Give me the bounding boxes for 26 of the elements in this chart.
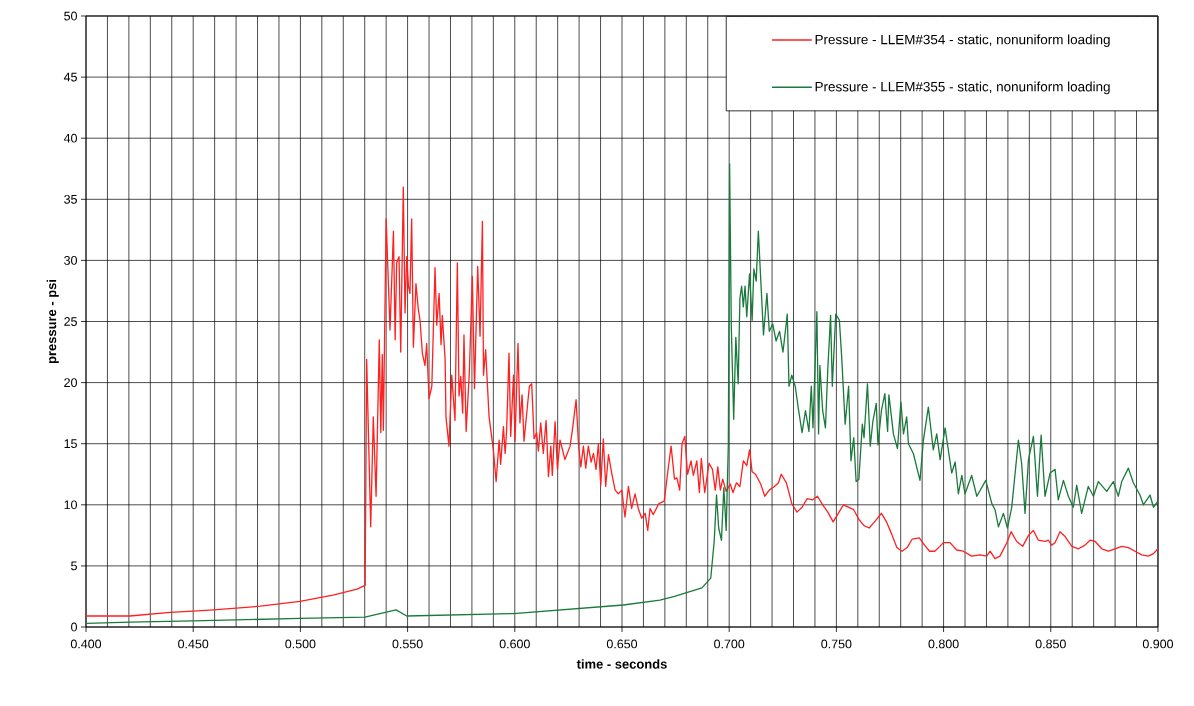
y-tick-label: 0 [71,622,77,632]
y-tick-label: 40 [63,133,77,143]
x-tick-label: 0.850 [1035,639,1066,649]
x-tick-label: 0.900 [1142,639,1174,649]
x-tick-label: 0.800 [928,639,959,649]
y-tick-label: 10 [64,500,77,510]
y-tick-label: 50 [64,11,77,21]
x-tick-label: 0.600 [499,639,530,649]
x-tick-label: 0.650 [606,639,638,649]
y-tick-label: 45 [63,72,77,82]
y-axis-title: pressure - psi [46,279,59,364]
y-tick-label: 35 [64,194,77,204]
y-tick-label: 25 [64,317,77,326]
x-tick-label: 0.700 [714,639,745,649]
y-tick-label: 5 [71,561,77,571]
y-tick-label: 30 [64,256,77,265]
x-tick-label: 0.500 [285,639,316,649]
x-tick-label: 0.400 [70,639,102,649]
legend-label: Pressure - LLEM#355 - static, nonuniform loading [815,81,1110,95]
x-tick-label: 0.550 [392,639,423,649]
y-tick-label: 15 [64,439,77,449]
x-tick-label: 0.450 [178,639,209,649]
legend-label: Pressure - LLEM#354 - static, nonuniform loading [815,34,1110,47]
x-tick-label: 0.750 [821,639,852,649]
y-tick-label: 20 [64,378,77,388]
x-axis-title: time - seconds [576,659,667,669]
